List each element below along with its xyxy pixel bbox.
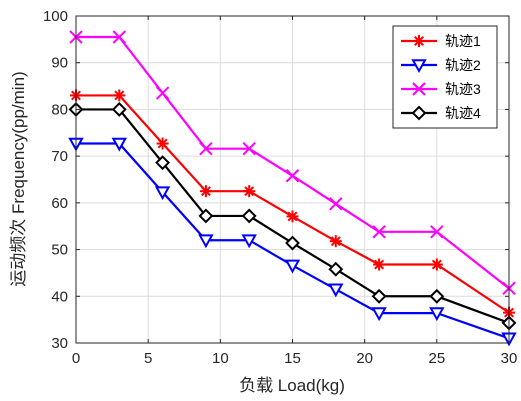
- series-4-point: [241, 208, 257, 224]
- series-4-point: [285, 235, 300, 251]
- x-tick-label: 5: [144, 350, 152, 367]
- x-tick-label: 20: [356, 350, 373, 367]
- y-tick-label: 30: [51, 335, 68, 352]
- series-1-point: [199, 185, 212, 198]
- series-1-point: [329, 235, 342, 248]
- series-3-line: [76, 35, 510, 290]
- legend-label: 轨迹1: [445, 33, 481, 49]
- series-4-point: [198, 208, 214, 224]
- y-tick-label: 40: [51, 288, 68, 305]
- series-1-point: [243, 185, 256, 198]
- x-tick-label: 15: [284, 350, 301, 367]
- series-2-line: [76, 142, 510, 340]
- series-2-point: [284, 259, 301, 274]
- series-1-line: [76, 94, 510, 314]
- series-3-point: [329, 197, 343, 211]
- legend-item: 轨迹2: [401, 57, 481, 74]
- series-2-point: [328, 283, 344, 298]
- series-1-point: [373, 258, 386, 271]
- series-3-point: [112, 30, 127, 44]
- y-tick-label: 90: [51, 55, 68, 72]
- series-3-point: [372, 225, 386, 239]
- legend-marker: [412, 82, 426, 96]
- series-4-point: [328, 261, 344, 277]
- legend-label: 轨迹3: [445, 81, 481, 97]
- x-tick-label: 10: [212, 350, 229, 367]
- series-2-point: [371, 307, 387, 322]
- legend-item: 轨迹1: [401, 33, 481, 49]
- legend: 轨迹1 轨迹2 轨迹3 轨迹4: [392, 25, 498, 129]
- x-tick-label: 0: [72, 350, 80, 367]
- series-3-point: [430, 225, 444, 239]
- y-axis-label: 运动频次 Frequency(pp/min): [9, 71, 28, 286]
- series-2-point: [198, 234, 214, 249]
- series-3-point: [285, 169, 300, 183]
- y-tick-label: 50: [51, 242, 68, 259]
- series-4-point: [429, 288, 445, 304]
- tick-labels: 0 5 10 15 20 25 30 30 40 50 60 70 80 90 100: [43, 8, 517, 367]
- series-1-point: [113, 89, 126, 102]
- series-4-point: [155, 155, 171, 171]
- x-tick-label: 25: [428, 350, 445, 367]
- x-tick-label: 30: [501, 350, 518, 367]
- legend-marker: [411, 105, 427, 121]
- series-3-point: [155, 86, 170, 100]
- legend-marker: [411, 59, 427, 74]
- y-tick-label: 100: [43, 8, 68, 25]
- y-tick-label: 80: [51, 101, 68, 118]
- series-4-point: [111, 102, 127, 117]
- y-tick-label: 70: [51, 148, 68, 165]
- series-1-point: [430, 258, 443, 271]
- legend-item: 轨迹3: [401, 81, 481, 97]
- legend-item: 轨迹4: [401, 105, 481, 121]
- series-2-point: [111, 137, 127, 152]
- series-2-point: [154, 186, 171, 201]
- legend-label: 轨迹4: [445, 105, 481, 121]
- series-3-point: [242, 141, 256, 156]
- legend-marker: [413, 35, 425, 47]
- legend-label: 轨迹2: [445, 57, 481, 73]
- x-axis-label: 负载 Load(kg): [239, 376, 345, 395]
- series-1-point: [156, 137, 169, 150]
- legend-box: [392, 25, 498, 129]
- plot-frame: [75, 15, 510, 344]
- series-3-point: [199, 141, 213, 156]
- series-1-point: [286, 210, 299, 223]
- series-layer: [68, 30, 517, 347]
- series-4-point: [371, 288, 387, 304]
- series-2-point: [429, 307, 445, 322]
- series-3: [69, 30, 516, 296]
- y-tick-label: 60: [51, 195, 68, 212]
- series-4-line: [76, 108, 510, 324]
- series-2-point: [241, 234, 257, 249]
